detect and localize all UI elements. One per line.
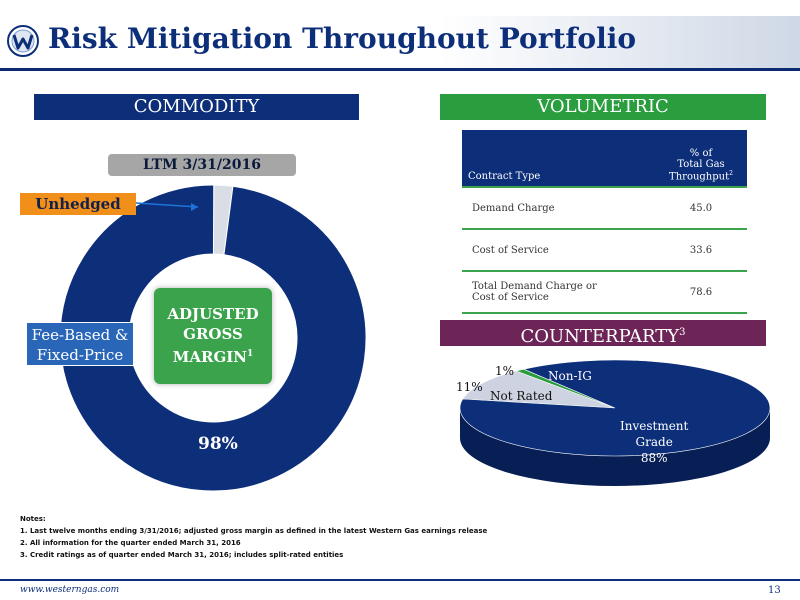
volumetric-table: Contract Type % of Total Gas Throughput2… bbox=[462, 130, 747, 314]
agm-line3-text: MARGIN bbox=[172, 348, 247, 366]
ig-line2: Grade bbox=[635, 435, 673, 449]
col2-line1: % of bbox=[689, 147, 713, 159]
counterparty-banner-sup: 3 bbox=[679, 327, 686, 338]
ig-line1: Investment bbox=[620, 419, 689, 433]
note-item: 3. Credit ratings as of quarter ended Ma… bbox=[20, 551, 344, 559]
table-row: Total Demand Charge or Cost of Service 7… bbox=[462, 271, 747, 314]
fee-based-label: Fee-Based & Fixed-Price bbox=[26, 322, 134, 366]
page-title: Risk Mitigation Throughout Portfolio bbox=[48, 22, 637, 55]
fee-based-label-line1: Fee-Based & bbox=[31, 326, 129, 344]
unhedged-label: Unhedged bbox=[20, 193, 136, 215]
table-header-row: Contract Type % of Total Gas Throughput2 bbox=[462, 130, 747, 187]
row-type: Demand Charge bbox=[462, 186, 655, 230]
pie3d-side-wall bbox=[460, 408, 770, 486]
non-ig-pct-label: 1% bbox=[495, 364, 515, 378]
col2-line3: Throughput2 bbox=[661, 170, 741, 182]
not-rated-pct-label: 11% bbox=[456, 380, 483, 394]
western-gas-logo bbox=[7, 25, 39, 57]
col2-sup: 2 bbox=[729, 169, 733, 177]
row-pct: 78.6 bbox=[655, 271, 747, 314]
row-pct: 33.6 bbox=[655, 229, 747, 272]
header-bar bbox=[0, 16, 800, 71]
col-pct-throughput: % of Total Gas Throughput2 bbox=[655, 130, 747, 187]
fee-based-label-line2: Fixed-Price bbox=[36, 346, 124, 364]
commodity-banner: COMMODITY bbox=[34, 94, 359, 120]
donut-slice-fee-based-fixed-price bbox=[59, 184, 367, 492]
not-rated-label: Not Rated bbox=[490, 389, 553, 403]
volumetric-banner: VOLUMETRIC bbox=[440, 94, 766, 120]
counterparty-banner: COUNTERPARTY3 bbox=[440, 320, 766, 347]
agm-line1: ADJUSTED bbox=[167, 305, 259, 323]
agm-line3: MARGIN1 bbox=[154, 344, 272, 367]
notes-section: Notes: 1. Last twelve months ending 3/31… bbox=[20, 513, 487, 561]
note-item: 1. Last twelve months ending 3/31/2016; … bbox=[20, 527, 488, 535]
footer-rule bbox=[0, 579, 800, 581]
ltm-period-label: LTM 3/31/2016 bbox=[108, 154, 296, 176]
ig-pct: 88% bbox=[640, 451, 668, 465]
counterparty-banner-text: COUNTERPARTY bbox=[520, 326, 680, 347]
col2-line2: Total Gas bbox=[677, 158, 725, 170]
col2-line3-text: Throughput bbox=[669, 171, 730, 182]
pie3d-slice-investment-grade bbox=[459, 359, 771, 457]
table-row: Cost of Service 33.6 bbox=[462, 229, 747, 272]
notes-title: Notes: bbox=[20, 515, 46, 523]
adjusted-gross-margin-box: ADJUSTED GROSS MARGIN1 bbox=[154, 288, 272, 384]
page-number: 13 bbox=[768, 585, 781, 596]
agm-sup: 1 bbox=[246, 349, 254, 359]
investment-grade-label: Investment Grade 88% bbox=[620, 418, 688, 466]
row-pct: 45.0 bbox=[655, 186, 747, 230]
footer-url: www.westerngas.com bbox=[20, 585, 120, 595]
table-row: Demand Charge 45.0 bbox=[462, 186, 747, 230]
agm-line2: GROSS bbox=[183, 325, 243, 343]
row-type: Cost of Service bbox=[462, 229, 655, 272]
unhedged-arrow bbox=[135, 202, 199, 208]
unhedged-arrow-head bbox=[191, 203, 198, 211]
row-type: Total Demand Charge or Cost of Service bbox=[462, 271, 655, 314]
col-contract-type: Contract Type bbox=[462, 130, 655, 187]
pie3d-slice-not-rated bbox=[462, 370, 616, 409]
row-type-line1: Total Demand Charge or bbox=[472, 281, 597, 292]
note-item: 2. All information for the quarter ended… bbox=[20, 539, 241, 547]
non-ig-label: Non-IG bbox=[548, 369, 592, 383]
fee-based-pct-label: 98% bbox=[198, 434, 238, 454]
row-type-line2: Cost of Service bbox=[472, 292, 549, 303]
